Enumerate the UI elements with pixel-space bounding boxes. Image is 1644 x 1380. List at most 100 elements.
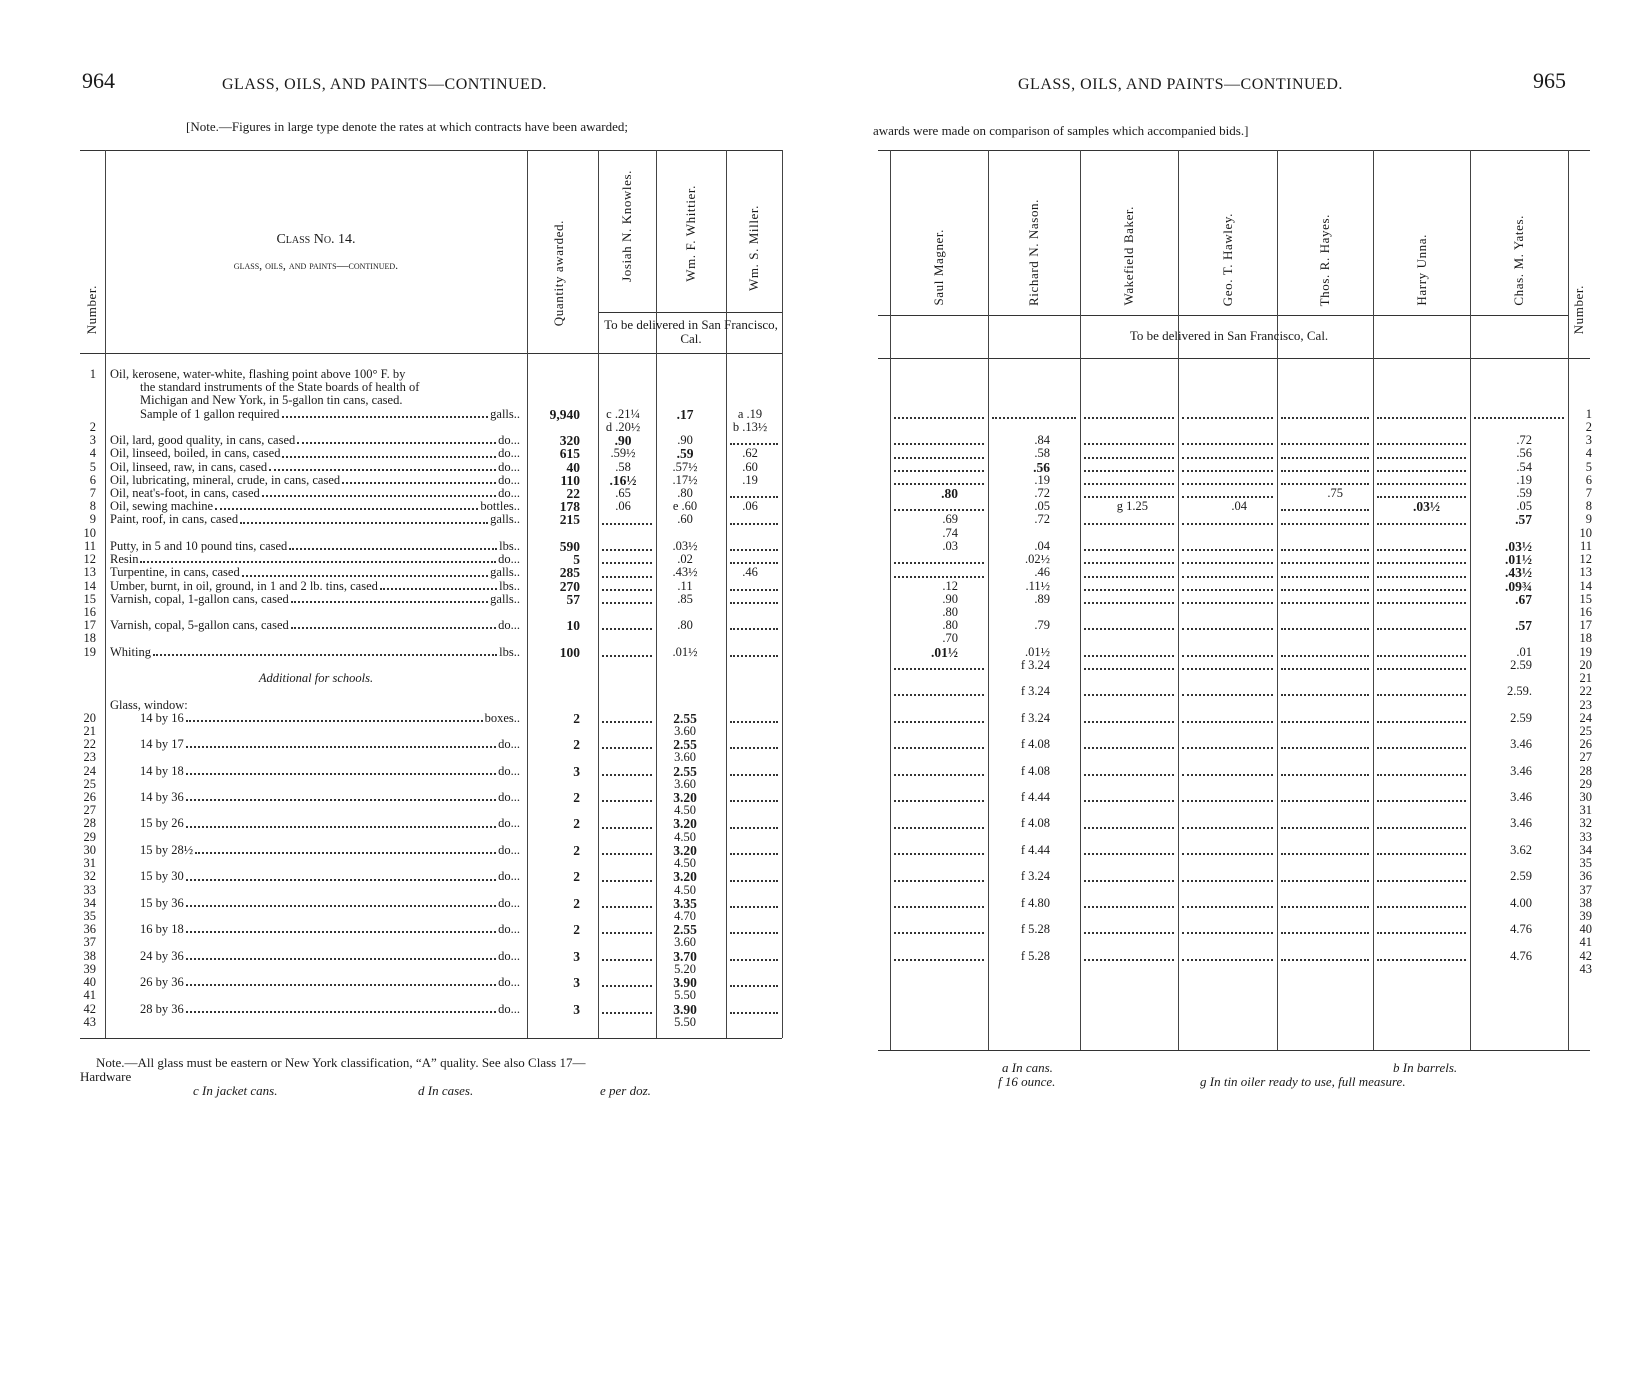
footnote-g: g In tin oiler ready to use, full measur… [1200, 1074, 1406, 1089]
value-cell: .02 [677, 552, 693, 567]
value-cell [1373, 936, 1440, 949]
dotted-leader [1281, 654, 1369, 657]
dotted-leader [1281, 456, 1369, 459]
row-number: 15 [83, 591, 97, 606]
row-number: 18 [1579, 631, 1593, 646]
value-cell: .12 [942, 578, 958, 593]
item-description: 14 by 18 do... [140, 764, 520, 778]
column-divider [782, 150, 783, 1038]
unit-label: do... [498, 459, 520, 474]
class-subtitle: glass, oils, and paints—continued. [233, 258, 399, 272]
description-text: Michigan and New York, in 5-gallon tin c… [140, 393, 403, 408]
value-cell [1373, 606, 1440, 619]
quantity-awarded: 22 [566, 485, 581, 501]
dot-leader [140, 553, 497, 564]
value-cell: .17 [676, 406, 694, 422]
dot-leader [297, 434, 497, 445]
table-line: .03 .04 .03½ 11 [0, 539, 1644, 553]
row-number: 25 [1579, 723, 1593, 738]
column-divider [1568, 150, 1569, 1050]
description-text: 14 by 16 [140, 710, 184, 725]
dotted-leader [1377, 443, 1466, 446]
dotted-leader [894, 958, 984, 961]
dotted-leader [894, 575, 984, 578]
table-line: 27 [0, 751, 1644, 764]
value-cell: .19 [742, 472, 758, 487]
dotted-leader [1084, 588, 1174, 591]
dotted-leader [1182, 879, 1273, 882]
value-cell: f 3.24 [1020, 710, 1050, 725]
value-cell [1178, 804, 1247, 817]
value-cell: .72 [1034, 485, 1050, 500]
row-number: 19 [83, 644, 97, 659]
quantity-awarded: 3 [573, 1001, 580, 1017]
value-cell: 2.55 [673, 922, 697, 938]
value-cell [1373, 632, 1440, 645]
table-line: 41 [0, 936, 1644, 949]
table-line: 17 Varnish, copal, 5-gallon cans, cased do… [0, 618, 800, 633]
value-cell [1373, 857, 1440, 870]
value-cell: 2.55 [673, 710, 697, 726]
table-line: .80 .79 .57 17 [0, 618, 1644, 632]
table-line: 43 [0, 962, 1644, 976]
dotted-leader [894, 509, 984, 512]
description-text: Oil, linseed, boiled, in cans, cased [110, 446, 281, 461]
row-number: 21 [1579, 671, 1593, 686]
value-cell [1470, 963, 1532, 976]
table-line: 18 [0, 632, 800, 645]
value-cell: 2.59 [1510, 710, 1532, 725]
table-line: 33 4.50 [0, 883, 800, 897]
dotted-leader [1084, 747, 1174, 750]
value-cell [890, 857, 958, 870]
value-cell: .03½ [1413, 499, 1440, 515]
dotted-leader [1182, 628, 1273, 631]
table-line: 35 4.70 [0, 909, 800, 923]
column-divider [1373, 150, 1374, 1050]
section-heading: Additional for schools. [258, 671, 374, 686]
value-cell: .05 [1516, 499, 1532, 514]
item-description: Resin do... [110, 552, 520, 566]
row-number: 35 [1579, 856, 1593, 871]
table-line: 9 Paint, roof, in cans, cased galls.. 215 .6… [0, 513, 800, 527]
value-cell [1470, 699, 1532, 712]
dotted-leader [1182, 601, 1273, 604]
dotted-leader [1281, 747, 1369, 750]
value-cell: .70 [942, 631, 958, 646]
rule [878, 1050, 1590, 1051]
value-cell: 3.90 [673, 1001, 697, 1017]
value-cell [1470, 936, 1532, 949]
value-cell: 3.60 [674, 935, 696, 950]
dotted-leader [1084, 668, 1174, 671]
value-cell: .90 [942, 591, 958, 606]
dotted-leader [1084, 456, 1174, 459]
row-number: 8 [1585, 499, 1592, 514]
dot-leader [269, 461, 497, 471]
table-line: f 5.28 4.76 42 [0, 949, 1644, 963]
dot-leader [215, 500, 479, 511]
row-number: 38 [83, 948, 97, 963]
dotted-leader [1281, 628, 1369, 631]
dotted-leader [1377, 522, 1466, 525]
item-description: 14 by 17 do... [140, 737, 520, 751]
table-line: f 4.08 3.46 28 [0, 764, 1644, 778]
dotted-leader [1377, 932, 1466, 935]
unit-label: bottles.. [480, 499, 520, 514]
value-cell: .01 [1516, 644, 1532, 659]
dotted-leader [1182, 562, 1273, 565]
value-cell [1178, 857, 1247, 870]
table-line: .90 .89 .67 15 [0, 591, 1644, 606]
value-cell: .06 [615, 499, 631, 514]
dotted-leader [1281, 932, 1369, 935]
row-number: 15 [1579, 591, 1593, 606]
dotted-leader [1182, 522, 1273, 525]
dotted-leader [730, 601, 778, 604]
item-description: 24 by 36 do... [140, 949, 520, 963]
bidder-header-miller: Wm. S. Miller. [746, 205, 761, 292]
value-cell [988, 936, 1050, 949]
row-number: 1 [89, 367, 96, 381]
unit-label: do... [498, 618, 520, 633]
dotted-leader [1182, 469, 1273, 472]
dotted-leader [1281, 482, 1369, 485]
description-text: 15 by 30 [140, 869, 184, 884]
value-cell [988, 699, 1050, 712]
